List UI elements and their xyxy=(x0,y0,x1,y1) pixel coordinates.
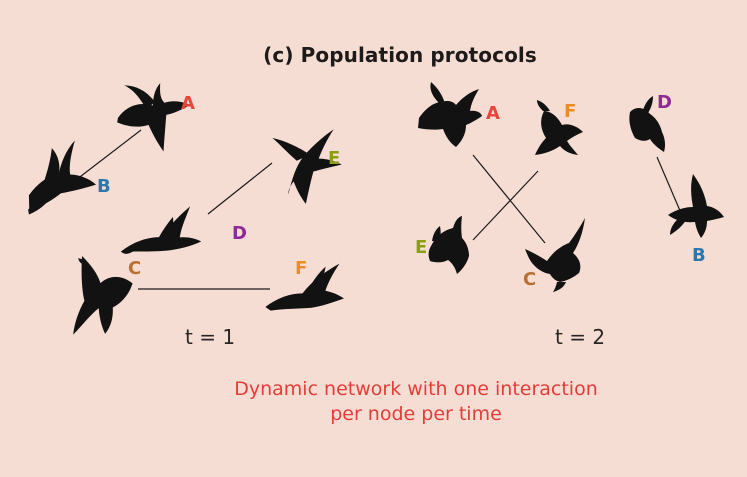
node-d-t2-label: D xyxy=(657,92,672,113)
node-e-t1-label: E xyxy=(328,148,340,169)
caption-line-2: per node per time xyxy=(330,403,502,425)
caption: Dynamic network with one interaction per… xyxy=(0,377,747,427)
bird-e-t1 xyxy=(272,129,342,204)
time-label-t2: t = 2 xyxy=(555,325,606,349)
edge-t2-a-c xyxy=(472,154,546,244)
node-d-t1-label: D xyxy=(232,223,247,244)
bird-b-t2 xyxy=(668,174,724,238)
node-b-t2-label: B xyxy=(692,245,706,266)
edge-t1-d-e xyxy=(207,162,273,215)
edge-t1-a-b xyxy=(71,129,142,184)
bird-a-t2 xyxy=(418,82,482,147)
bird-f-t2 xyxy=(535,100,583,155)
diagram-title: (c) Population protocols xyxy=(263,43,537,67)
caption-line-1: Dynamic network with one interaction xyxy=(234,378,598,400)
edge-t2-d-b xyxy=(656,156,682,214)
bird-a-t1 xyxy=(117,83,191,152)
node-a-t2-label: A xyxy=(486,103,500,124)
bird-c-t2 xyxy=(525,218,585,292)
bird-d-t2 xyxy=(629,96,666,152)
node-f-t2-label: F xyxy=(564,101,576,122)
node-c-t2-label: C xyxy=(523,269,536,290)
node-b-t1-label: B xyxy=(97,176,111,197)
edge-t2-f-e xyxy=(472,170,539,241)
node-c-t1-label: C xyxy=(128,258,141,279)
bird-b-t1 xyxy=(28,140,97,215)
bird-d-t1 xyxy=(120,206,202,254)
bird-e-t2 xyxy=(428,216,469,274)
node-f-t1-label: F xyxy=(295,258,307,279)
node-e-t2-label: E xyxy=(415,237,427,258)
time-label-t1: t = 1 xyxy=(185,325,236,349)
bird-c-t1 xyxy=(73,255,133,335)
node-a-t1-label: A xyxy=(181,93,195,114)
bird-f-t1 xyxy=(265,263,344,311)
